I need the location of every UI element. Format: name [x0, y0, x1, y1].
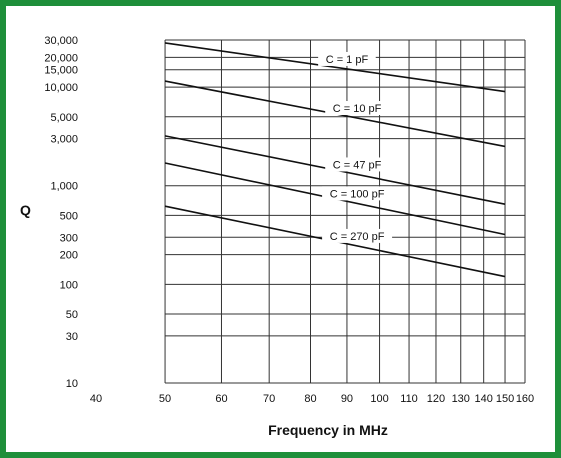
- series-line: [164, 42, 506, 93]
- series-label-background: [318, 51, 376, 66]
- y-tick-label: 200: [60, 250, 78, 262]
- x-tick-label: 130: [452, 393, 470, 405]
- x-tick-label: 110: [400, 393, 418, 405]
- x-tick-label: 70: [263, 393, 275, 405]
- y-tick-label: 30: [66, 331, 78, 343]
- x-tick-labels: 40 50 60 70 80 90 100 110 120 130 140 150 160: [90, 393, 534, 405]
- y-tick-label: 1,000: [50, 181, 78, 193]
- y-axis-title: Q: [20, 202, 31, 218]
- y-tick-label: 300: [60, 232, 78, 244]
- x-axis-title: Frequency in MHz: [268, 422, 388, 438]
- x-tick-label: 140: [474, 393, 492, 405]
- x-tick-label: 90: [341, 393, 353, 405]
- y-tick-label: 5,000: [50, 112, 78, 124]
- series-label-background: [325, 101, 389, 116]
- series-label-background: [325, 157, 389, 172]
- series-labels: C = 1 pF C = 10 pF C = 47 pF C = 100 pF C = …: [318, 51, 393, 243]
- series-label: C = 1 pF: [326, 54, 369, 66]
- y-tick-label: 500: [60, 210, 78, 222]
- y-tick-labels: 10 30 50 100 200 300 500 1,000 3,000 5,000 10,000 1…: [44, 35, 78, 390]
- x-tick-label: 160: [516, 393, 534, 405]
- x-tick-label: 120: [427, 393, 445, 405]
- x-tick-label: 100: [370, 393, 388, 405]
- series-label: C = 270 pF: [330, 231, 385, 243]
- x-tick-label: 40: [90, 393, 102, 405]
- x-tick-label: 60: [215, 393, 227, 405]
- x-tick-label: 50: [159, 393, 171, 405]
- y-tick-label: 20,000: [44, 52, 78, 64]
- series-label: C = 100 pF: [330, 188, 385, 200]
- y-tick-label: 30,000: [44, 35, 78, 47]
- series-label: C = 47 pF: [333, 159, 382, 171]
- series-label: C = 10 pF: [333, 103, 382, 115]
- x-tick-label: 80: [304, 393, 316, 405]
- y-tick-label: 50: [66, 309, 78, 321]
- x-tick-label: 150: [496, 393, 514, 405]
- y-tick-label: 100: [60, 279, 78, 291]
- series-label-background: [322, 228, 393, 243]
- y-tick-label: 3,000: [50, 134, 78, 146]
- y-tick-label: 15,000: [44, 65, 78, 77]
- series-label-background: [322, 186, 393, 201]
- y-tick-label: 10,000: [44, 82, 78, 94]
- y-tick-label: 10: [66, 378, 78, 390]
